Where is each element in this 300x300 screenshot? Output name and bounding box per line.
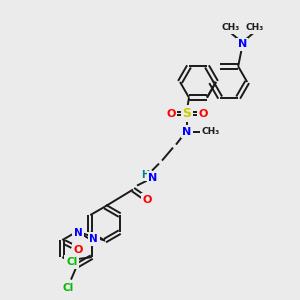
Text: H: H [141,169,149,180]
Text: O: O [142,195,152,205]
Text: N: N [89,234,98,244]
Text: Cl: Cl [66,257,77,267]
Text: N: N [74,228,82,238]
Text: O: O [74,245,83,255]
Text: O: O [198,109,208,118]
Text: CH₃: CH₃ [202,127,220,136]
Text: S: S [182,107,191,120]
Text: O: O [166,109,176,118]
Text: N: N [148,172,158,183]
Text: CH₃: CH₃ [245,23,263,32]
Text: N: N [238,39,247,50]
Text: CH₃: CH₃ [221,23,239,32]
Text: Cl: Cl [62,283,74,292]
Text: N: N [182,127,192,136]
